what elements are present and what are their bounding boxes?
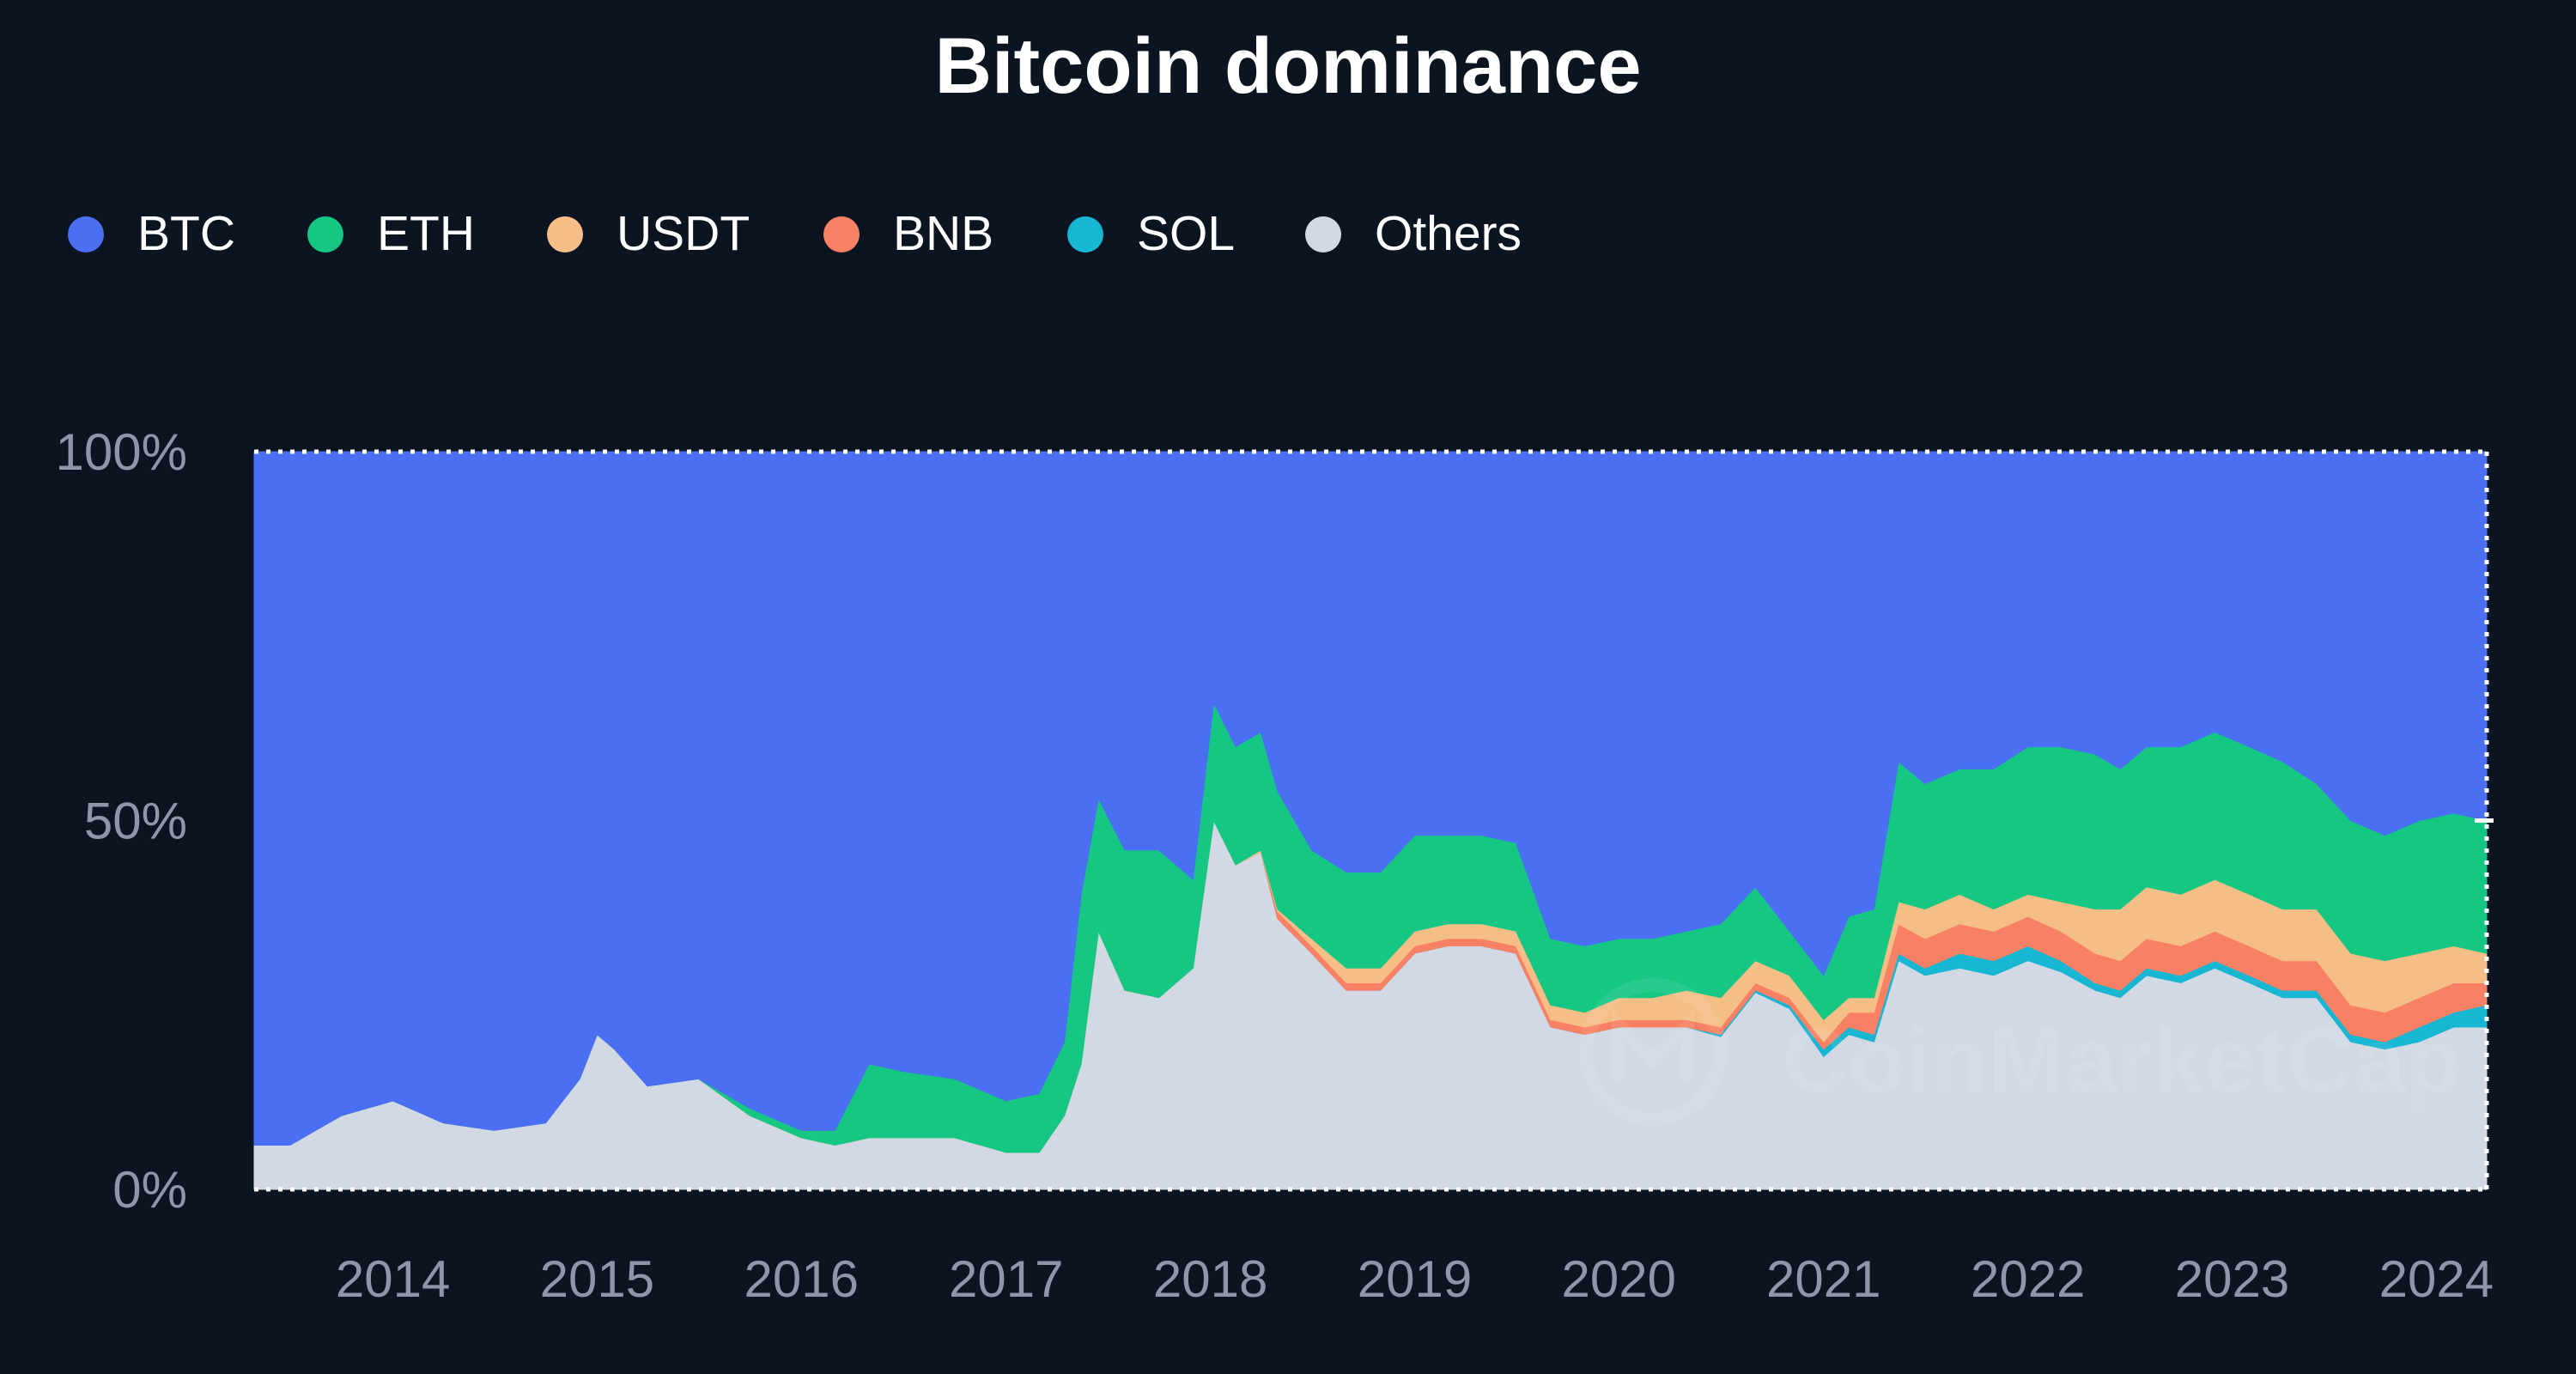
x-axis-ticks: 2014 2015 2016 2017 2018 2019 2020 2021 2022 2023… (336, 1250, 2494, 1308)
x-tick-label-2014: 2014 (336, 1250, 450, 1308)
legend-label-sol: SOL (1137, 206, 1235, 261)
legend-label-eth: ETH (377, 206, 475, 261)
x-tick-label-2023: 2023 (2175, 1250, 2289, 1308)
legend-item-sol: SOL (1067, 206, 1235, 261)
legend-item-bnb: BNB (823, 206, 993, 261)
legend-item-btc: BTC (68, 206, 235, 261)
chart-title: Bitcoin dominance (935, 22, 1642, 110)
y-tick-label-0-: 0% (112, 1161, 187, 1219)
x-tick-label-2024: 2024 (2379, 1250, 2494, 1308)
legend-marker-sol (1067, 216, 1103, 252)
legend-marker-bnb (823, 216, 860, 252)
y-tick-label-100-: 100% (56, 423, 187, 481)
x-tick-label-2015: 2015 (540, 1250, 654, 1308)
legend-item-eth: ETH (307, 206, 475, 261)
x-tick-label-2021: 2021 (1766, 1250, 1880, 1308)
chart-axes (254, 449, 2494, 1192)
legend-label-others: Others (1375, 206, 1522, 261)
x-tick-label-2018: 2018 (1153, 1250, 1267, 1308)
legend-item-others: Others (1305, 206, 1522, 261)
watermark-text: CoinMarketCap (1782, 1008, 2462, 1112)
x-tick-label-2017: 2017 (949, 1250, 1063, 1308)
x-tick-label-2022: 2022 (1971, 1250, 2085, 1308)
y-tick-label-50-: 50% (84, 793, 187, 850)
legend-marker-eth (307, 216, 343, 252)
legend-marker-usdt (547, 216, 583, 252)
legend-item-usdt: USDT (547, 206, 750, 261)
legend-label-btc: BTC (137, 206, 235, 261)
watermark-logo (1579, 978, 1727, 1126)
legend-marker-btc (68, 216, 104, 252)
x-tick-label-2016: 2016 (744, 1250, 859, 1308)
stacked-areas (253, 451, 2488, 1190)
x-tick-label-2019: 2019 (1358, 1250, 1472, 1308)
legend-label-bnb: BNB (893, 206, 993, 261)
y-axis-ticks: 100% 50% 0% (56, 423, 187, 1219)
legend-marker-others (1305, 216, 1341, 252)
x-tick-label-2020: 2020 (1562, 1250, 1676, 1308)
legend-label-usdt: USDT (617, 206, 750, 261)
chart-legend: BTC ETH USDT BNB SOL Others (68, 206, 1522, 261)
